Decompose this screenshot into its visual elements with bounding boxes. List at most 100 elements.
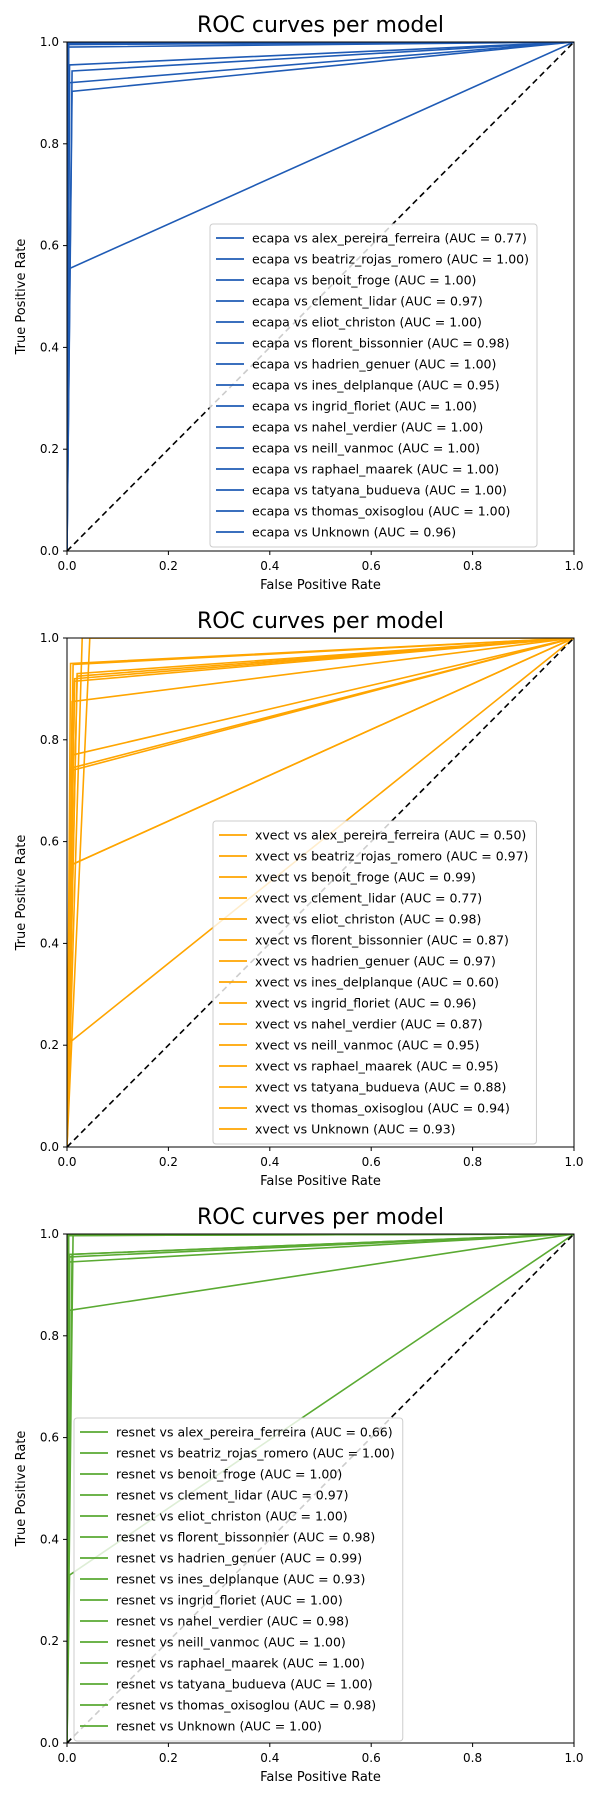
legend-box (73, 1417, 404, 1742)
legend: xvect vs alex_pereira_ferreira (AUC = 0.… (212, 820, 537, 1145)
y-tick-label: 0.4 (40, 1532, 59, 1546)
y-tick-label: 1.0 (40, 1227, 59, 1241)
x-tick-label: 0.2 (159, 1751, 178, 1765)
y-tick-label: 0.8 (40, 1329, 59, 1343)
y-tick-label: 0.6 (40, 1431, 59, 1445)
y-tick-label: 0.4 (40, 340, 59, 354)
legend-entry: resnet vs clement_lidar (AUC = 0.97) (116, 1488, 349, 1503)
legend-entry: ecapa vs Unknown (AUC = 0.96) (252, 525, 456, 540)
legend-entry: xvect vs tatyana_budueva (AUC = 0.88) (255, 1080, 506, 1095)
legend-entry: ecapa vs eliot_christon (AUC = 1.00) (252, 315, 482, 330)
series-lines (67, 1234, 574, 1743)
x-tick-label: 0.6 (362, 1155, 381, 1169)
y-tick-label: 0.6 (40, 239, 59, 253)
legend-entry: ecapa vs tatyana_budueva (AUC = 1.00) (252, 483, 507, 498)
y-axis-label: True Positive Rate (14, 239, 29, 356)
legend-entry: xvect vs benoit_froge (AUC = 0.99) (255, 870, 476, 885)
x-tick-label: 0.2 (159, 1155, 178, 1169)
roc-curve-8 (67, 42, 574, 551)
y-tick-label: 0.0 (40, 1736, 59, 1750)
legend-entry: ecapa vs alex_pereira_ferreira (AUC = 0.… (252, 231, 527, 246)
series-lines (67, 638, 574, 1147)
x-tick-label: 0.4 (260, 1155, 279, 1169)
x-tick-label: 0.6 (362, 559, 381, 573)
legend-entry: ecapa vs thomas_oxisoglou (AUC = 1.00) (252, 504, 510, 519)
x-axis-label: False Positive Rate (260, 1174, 381, 1189)
legend-box (209, 223, 538, 548)
roc-panel-2: 0.0 0.2 0.4 0.6 0.8 1.0 0.0 0.2 0.4 0.6 0.8 1.0 ROC … (14, 609, 584, 1189)
legend-entry: ecapa vs hadrien_genuer (AUC = 1.00) (252, 357, 496, 372)
x-axis-label: False Positive Rate (260, 578, 381, 593)
x-tick-label: 1.0 (564, 1155, 583, 1169)
roc-curve-15 (67, 42, 574, 551)
roc-curve-14 (67, 638, 574, 1147)
legend-entry: resnet vs raphael_maarek (AUC = 1.00) (116, 1656, 365, 1671)
legend-entry: xvect vs Unknown (AUC = 0.93) (255, 1122, 456, 1137)
x-tick-label: 0.8 (463, 1155, 482, 1169)
legend-entry: resnet vs benoit_froge (AUC = 1.00) (116, 1467, 342, 1482)
x-tick-label: 1.0 (564, 559, 583, 573)
legend-entry: ecapa vs beatriz_rojas_romero (AUC = 1.0… (252, 252, 529, 267)
x-tick-label: 0.6 (362, 1751, 381, 1765)
x-tick-label: 0.0 (57, 559, 76, 573)
axes-frame (66, 1233, 575, 1744)
axes-frame (66, 637, 575, 1148)
legend-entry: ecapa vs nahel_verdier (AUC = 1.00) (252, 420, 483, 435)
y-tick-label: 0.0 (40, 1140, 59, 1154)
roc-panel-1: 0.0 0.2 0.4 0.6 0.8 1.0 0.0 0.2 0.4 0.6 0.8 1.0 ROC … (14, 13, 584, 593)
x-tick-label: 0.0 (57, 1751, 76, 1765)
legend-entry: resnet vs neill_vanmoc (AUC = 1.00) (116, 1635, 346, 1650)
y-tick-label: 1.0 (40, 631, 59, 645)
roc-panel-3: 0.0 0.2 0.4 0.6 0.8 1.0 0.0 0.2 0.4 0.6 0.8 1.0 ROC … (14, 1205, 584, 1785)
roc-curve-7 (67, 638, 574, 1147)
legend-entry: xvect vs ines_delplanque (AUC = 0.60) (255, 975, 499, 990)
legend-entry: xvect vs neill_vanmoc (AUC = 0.95) (255, 1038, 479, 1053)
y-tick-label: 0.6 (40, 835, 59, 849)
legend-entry: ecapa vs clement_lidar (AUC = 0.97) (252, 294, 483, 309)
legend-entry: resnet vs thomas_oxisoglou (AUC = 0.98) (116, 1698, 376, 1713)
legend-entry: resnet vs hadrien_genuer (AUC = 0.99) (116, 1551, 362, 1566)
y-tick-label: 0.2 (40, 1038, 59, 1052)
chart-title: ROC curves per model (197, 13, 444, 38)
series-lines (67, 42, 574, 551)
legend: resnet vs alex_pereira_ferreira (AUC = 0… (73, 1417, 404, 1742)
legend-entry: xvect vs raphael_maarek (AUC = 0.95) (255, 1059, 499, 1074)
y-tick-label: 0.8 (40, 137, 59, 151)
y-tick-label: 0.8 (40, 733, 59, 747)
legend-entry: resnet vs tatyana_budueva (AUC = 1.00) (116, 1677, 373, 1692)
legend-entry: xvect vs eliot_christon (AUC = 0.98) (255, 912, 481, 927)
legend-box (212, 820, 537, 1145)
x-tick-label: 1.0 (564, 1751, 583, 1765)
y-axis-label: True Positive Rate (14, 1431, 29, 1548)
legend-entry: resnet vs ingrid_floriet (AUC = 1.00) (116, 1593, 343, 1608)
y-tick-label: 0.2 (40, 1634, 59, 1648)
y-axis-label: True Positive Rate (14, 835, 29, 952)
legend-entry: ecapa vs benoit_froge (AUC = 1.00) (252, 273, 476, 288)
x-tick-label: 0.4 (260, 1751, 279, 1765)
roc-curve-11 (67, 638, 574, 1147)
legend-entry: resnet vs beatriz_rojas_romero (AUC = 1.… (116, 1446, 395, 1461)
x-tick-label: 0.8 (463, 1751, 482, 1765)
y-tick-label: 0.0 (40, 544, 59, 558)
legend-entry: resnet vs nahel_verdier (AUC = 0.98) (116, 1614, 349, 1629)
legend-entry: ecapa vs ingrid_floriet (AUC = 1.00) (252, 399, 477, 414)
y-tick-label: 0.2 (40, 442, 59, 456)
chart-title: ROC curves per model (197, 609, 444, 634)
legend-entry: xvect vs alex_pereira_ferreira (AUC = 0.… (255, 828, 526, 843)
legend-entry: xvect vs ingrid_floriet (AUC = 0.96) (255, 996, 476, 1011)
legend-entry: xvect vs clement_lidar (AUC = 0.77) (255, 891, 482, 906)
y-tick-label: 1.0 (40, 35, 59, 49)
roc-curve-15 (67, 638, 574, 1147)
x-axis-label: False Positive Rate (260, 1770, 381, 1785)
legend-entry: xvect vs beatriz_rojas_romero (AUC = 0.9… (255, 849, 528, 864)
x-tick-label: 0.2 (159, 559, 178, 573)
legend-entry: ecapa vs raphael_maarek (AUC = 1.00) (252, 462, 499, 477)
x-tick-label: 0.8 (463, 559, 482, 573)
legend-entry: resnet vs florent_bissonnier (AUC = 0.98… (116, 1530, 375, 1545)
x-tick-label: 0.0 (57, 1155, 76, 1169)
legend-entry: ecapa vs florent_bissonnier (AUC = 0.98) (252, 336, 509, 351)
legend-entry: xvect vs hadrien_genuer (AUC = 0.97) (255, 954, 496, 969)
legend-entry: resnet vs alex_pereira_ferreira (AUC = 0… (116, 1425, 393, 1440)
legend-entry: xvect vs nahel_verdier (AUC = 0.87) (255, 1017, 483, 1032)
